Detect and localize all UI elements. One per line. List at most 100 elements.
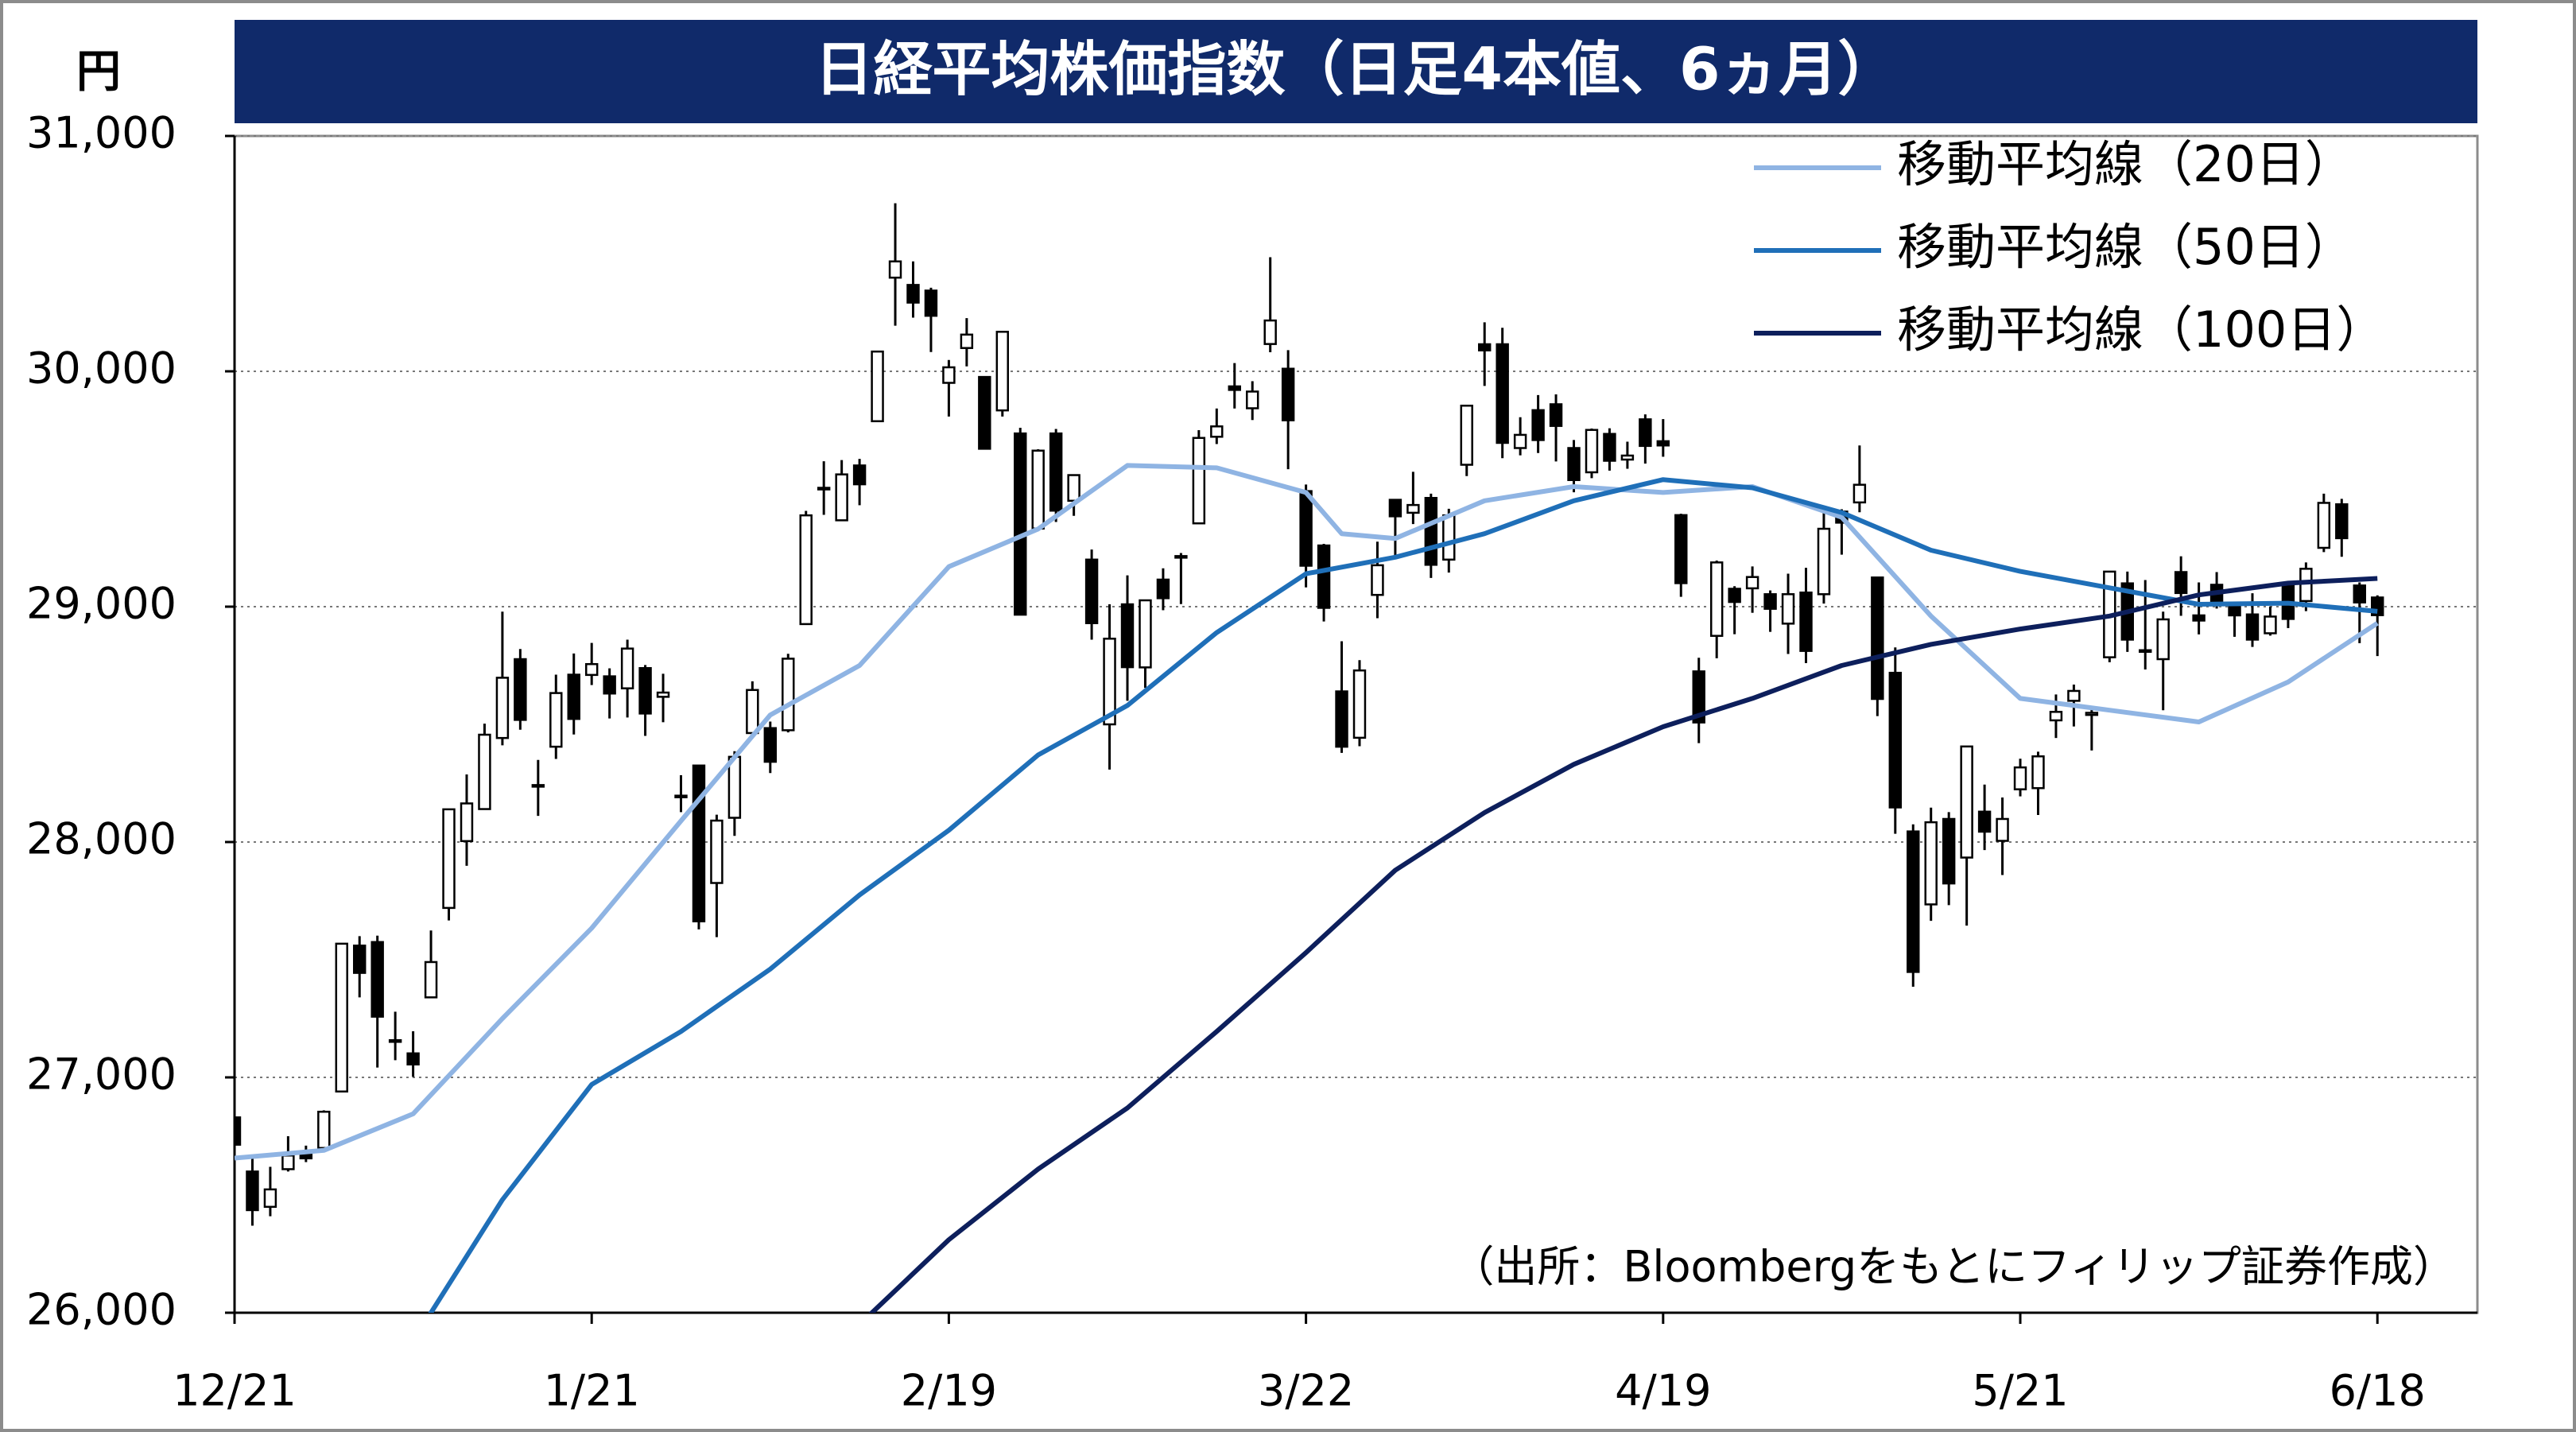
candle-body [1745,576,1759,590]
candle-body [1067,474,1080,503]
x-tick-label: 12/21 [173,1366,297,1416]
candle-body [353,944,367,974]
candle-body [1460,404,1473,466]
candle-body [603,675,616,695]
candle-body [2317,502,2331,549]
candle-body [1567,447,1581,482]
title-band [235,20,2477,123]
candle-body [942,366,956,384]
candle-body [388,1038,402,1043]
y-tick-label: 29,000 [26,579,177,629]
source-note: （出所：Bloombergをもとにフィリップ証券作成） [1451,1242,2456,1292]
candle-body [1799,591,1813,652]
candle-body [531,784,545,788]
candle-body [281,1155,295,1170]
candle-body [906,284,920,304]
ma-line [428,477,2378,1313]
candle-body [763,727,778,763]
candle-body [1585,429,1599,474]
candle-body [317,1110,331,1150]
ma-line [868,576,2378,1313]
candle-body [2013,766,2027,790]
candle-body [2299,568,2313,603]
candle-body [1478,343,1492,351]
candle-body [1531,409,1545,441]
candle-body [995,331,1010,412]
x-tick-label: 4/19 [1615,1366,1711,1416]
candle-body [1442,514,1456,561]
candle-body [1174,555,1188,559]
candle-body [263,1188,277,1209]
candle-body [692,764,706,923]
candle-body [2067,689,2081,702]
candle-body [1371,564,1384,596]
candle-body [799,514,813,626]
candle-body [460,802,474,843]
candle-body [1871,576,1884,700]
candle-body [1513,433,1527,449]
candle-body [1352,669,1367,739]
candle-body [424,960,438,999]
candle-body [2335,503,2349,540]
candle-body [620,647,634,689]
candle-body [442,808,456,910]
candle-body [1817,527,1831,596]
candle-body [835,473,848,522]
candle-body [924,289,938,317]
legend-label: 移動平均線（20日） [1897,135,2354,193]
candle-body [1977,810,1992,833]
y-tick-label: 27,000 [26,1050,177,1100]
candle-body [1907,830,1920,973]
candle-body [1603,433,1616,462]
ma-lines [235,463,2379,1313]
candle-body [370,941,384,1018]
candle-body [1960,745,1973,859]
candle-body [335,942,348,1093]
candle-body [1639,418,1652,448]
candle-body [1728,588,1741,603]
candle-body [978,375,991,450]
candle-body [1192,437,1206,525]
candle-body [1246,390,1259,409]
candle-body [2264,615,2277,635]
y-tick-label: 30,000 [26,343,177,394]
candle-body [1299,490,1313,567]
legend-label: 移動平均線（100日） [1897,301,2385,359]
candle-body [960,333,974,349]
candle-body [852,464,867,486]
candle-body [1210,425,1224,438]
candle-body [567,673,580,720]
candle-body [817,487,831,491]
candle-body [2353,584,2366,603]
candle-body [1709,561,1724,637]
candle-body [1014,432,1027,616]
x-tick-label: 3/22 [1258,1366,1354,1416]
candle-body [1942,817,1956,885]
candle-body [1692,670,1705,724]
candle-body [1674,514,1688,584]
y-tick-label: 26,000 [26,1285,177,1335]
candle-body [478,733,491,810]
candle-body [674,794,688,798]
legend-label: 移動平均線（50日） [1897,218,2354,276]
candle-body [2139,649,2152,654]
candle-body [1317,544,1331,609]
candle-body [246,1170,259,1212]
candle-body [1335,690,1348,748]
candle-body [1263,319,1277,345]
candle-body [1781,593,1795,625]
y-tick-label: 31,000 [26,108,177,158]
x-tick-label: 5/21 [1972,1366,2068,1416]
candle-body [1852,483,1867,504]
candle-body [1496,343,1509,444]
candle-body [727,755,742,819]
x-tick-label: 2/19 [901,1366,997,1416]
chart-title: 日経平均株価指数（日足4本値、6ヵ月） [815,36,1897,104]
candle-body [1549,403,1563,427]
candle-body [1084,558,1099,624]
candle-body [1763,593,1777,610]
candle-body [2031,755,2045,790]
candle-body [710,819,724,884]
candle-body [1156,578,1170,600]
